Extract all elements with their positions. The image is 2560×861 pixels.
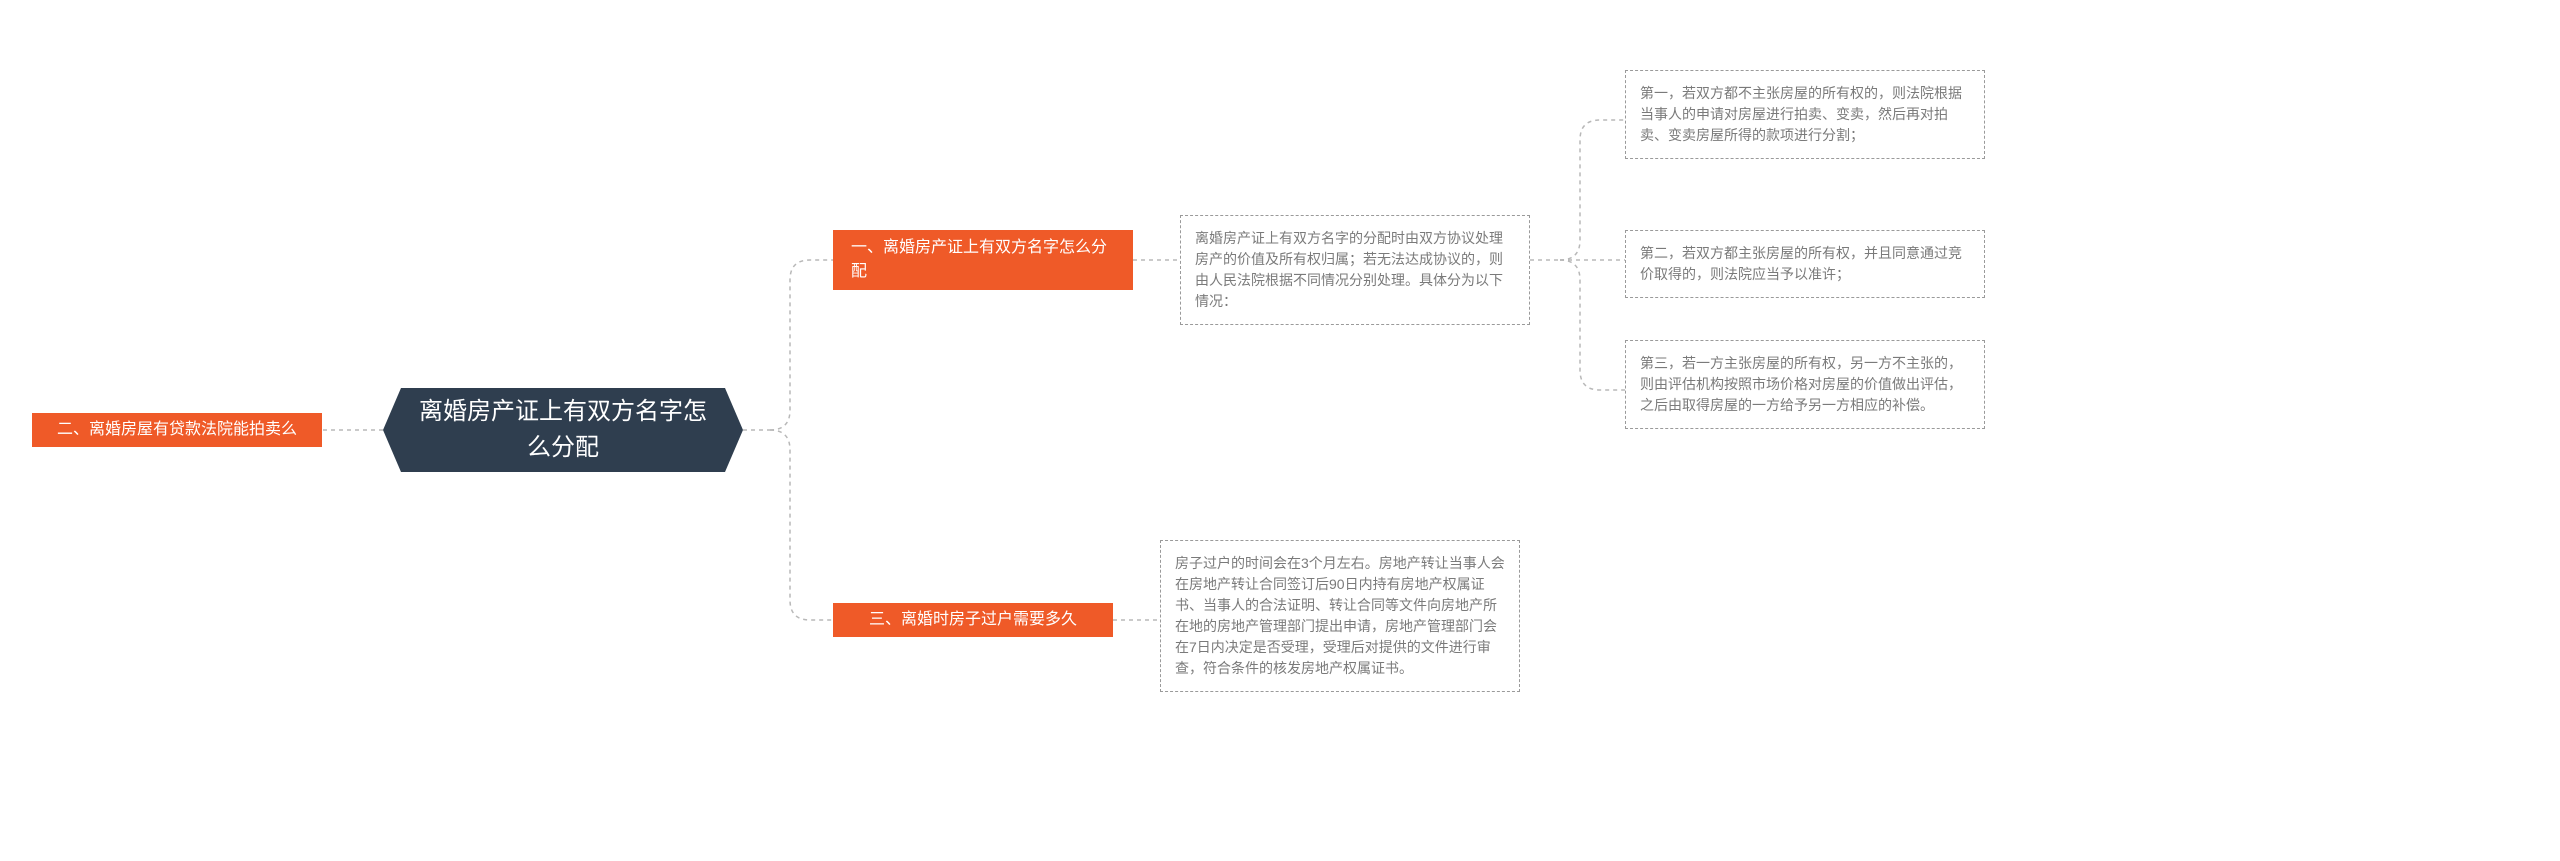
branch-2-label: 二、离婚房屋有贷款法院能拍卖么 (57, 418, 297, 442)
branch-3-detail: 房子过户的时间会在3个月左右。房地产转让当事人会在房地产转让合同签订后90日内持… (1160, 540, 1520, 692)
branch-3: 三、离婚时房子过户需要多久 (833, 603, 1113, 637)
branch-1-case-2: 第二，若双方都主张房屋的所有权，并且同意通过竞价取得的，则法院应当予以准许； (1625, 230, 1985, 298)
branch-1-label: 一、离婚房产证上有双方名字怎么分配 (851, 236, 1115, 284)
branch-2: 二、离婚房屋有贷款法院能拍卖么 (32, 413, 322, 447)
branch-1-case-1-text: 第一，若双方都不主张房屋的所有权的，则法院根据当事人的申请对房屋进行拍卖、变卖，… (1640, 83, 1970, 146)
branch-1-detail: 离婚房产证上有双方名字的分配时由双方协议处理房产的价值及所有权归属；若无法达成协… (1180, 215, 1530, 325)
branch-1-case-1: 第一，若双方都不主张房屋的所有权的，则法院根据当事人的申请对房屋进行拍卖、变卖，… (1625, 70, 1985, 159)
branch-1-case-3-text: 第三，若一方主张房屋的所有权，另一方不主张的，则由评估机构按照市场价格对房屋的价… (1640, 353, 1970, 416)
branch-1: 一、离婚房产证上有双方名字怎么分配 (833, 230, 1133, 290)
root-node: 离婚房产证上有双方名字怎么分配 (383, 388, 743, 472)
branch-3-label: 三、离婚时房子过户需要多久 (869, 608, 1077, 632)
branch-1-detail-text: 离婚房产证上有双方名字的分配时由双方协议处理房产的价值及所有权归属；若无法达成协… (1195, 228, 1515, 312)
branch-1-case-3: 第三，若一方主张房屋的所有权，另一方不主张的，则由评估机构按照市场价格对房屋的价… (1625, 340, 1985, 429)
root-title: 离婚房产证上有双方名字怎么分配 (413, 394, 713, 466)
branch-3-detail-text: 房子过户的时间会在3个月左右。房地产转让当事人会在房地产转让合同签订后90日内持… (1175, 553, 1505, 679)
branch-1-case-2-text: 第二，若双方都主张房屋的所有权，并且同意通过竞价取得的，则法院应当予以准许； (1640, 243, 1970, 285)
